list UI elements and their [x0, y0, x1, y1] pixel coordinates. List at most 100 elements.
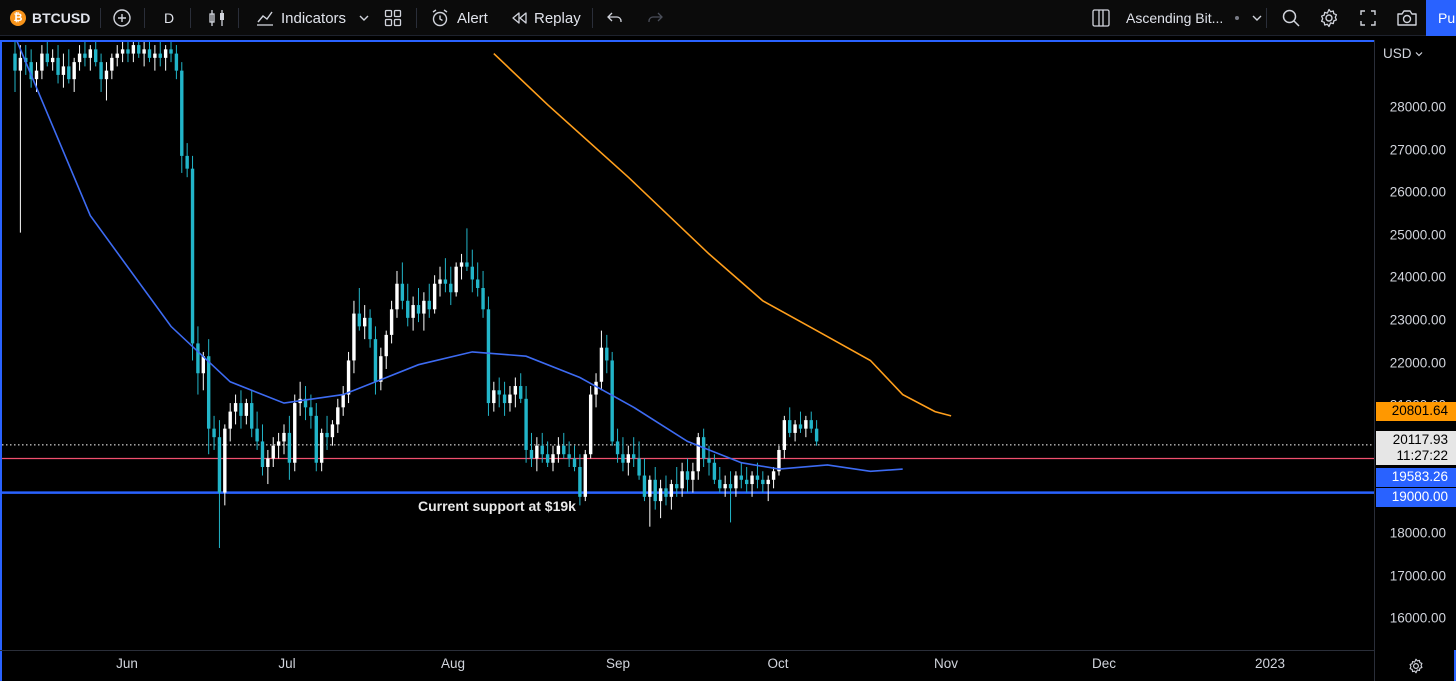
candle-body: [13, 53, 17, 71]
candle: [293, 394, 297, 472]
candle: [755, 462, 760, 489]
undo-icon: [607, 12, 622, 22]
candle-body: [244, 403, 249, 416]
last-price-value: 20117.93: [1392, 432, 1448, 447]
candle-body: [804, 420, 808, 429]
candle-body: [562, 445, 566, 455]
candle-body: [352, 313, 356, 361]
interval-label: D: [164, 10, 175, 26]
candle-body: [325, 432, 329, 438]
candle: [201, 351, 205, 391]
compare-symbol-button[interactable]: [112, 0, 132, 36]
candle-body: [212, 428, 216, 438]
candle-body: [707, 458, 711, 463]
candle: [29, 49, 33, 88]
layout-name[interactable]: Ascending Bit...: [1126, 0, 1263, 36]
ma-slow-price-label: 20801.64: [1376, 402, 1456, 421]
time-axis[interactable]: [0, 650, 1374, 681]
price-chart[interactable]: [2, 42, 1374, 652]
candle: [287, 415, 292, 480]
candle-body: [153, 53, 157, 58]
replay-button[interactable]: Replay: [510, 0, 581, 36]
candle: [766, 475, 770, 502]
symbol-label: BTCUSD: [32, 10, 91, 26]
candle-body: [556, 445, 561, 455]
candle: [282, 424, 286, 455]
candle: [658, 479, 663, 519]
search-button[interactable]: [1281, 0, 1301, 36]
candle-body: [24, 57, 28, 63]
candle: [497, 377, 501, 408]
chart-annotation[interactable]: Current support at $19k: [418, 498, 576, 514]
templates-button[interactable]: [384, 0, 402, 36]
interval-button[interactable]: D: [164, 0, 174, 36]
candle: [169, 42, 173, 63]
candle-body: [814, 428, 819, 442]
candle: [761, 471, 765, 493]
publish-button[interactable]: Pu: [1426, 0, 1456, 36]
candle-body: [287, 432, 292, 463]
candle-body: [309, 407, 313, 416]
candle: [99, 53, 103, 92]
candle: [814, 420, 819, 446]
candle-body: [744, 479, 749, 485]
chart-type-button[interactable]: [208, 0, 226, 36]
candle: [583, 449, 587, 502]
candle-body: [357, 313, 362, 327]
candle: [664, 475, 668, 506]
indicators-button[interactable]: Indicators: [255, 0, 346, 36]
time-tick-label: Jul: [278, 656, 296, 671]
redo-button[interactable]: [646, 0, 664, 36]
alert-button[interactable]: Alert: [430, 0, 488, 36]
candle: [303, 386, 308, 421]
candle: [325, 415, 329, 450]
candle-body: [443, 279, 448, 284]
candle: [572, 445, 577, 472]
candle: [798, 411, 803, 433]
layout-columns-icon: [1092, 9, 1110, 27]
candle-body: [535, 445, 539, 459]
candle-body: [610, 360, 614, 442]
candle-body: [201, 356, 205, 374]
candle-body: [314, 415, 318, 463]
indicators-dropdown[interactable]: [358, 0, 370, 36]
snapshot-button[interactable]: [1396, 0, 1418, 36]
axis-settings-button[interactable]: [1374, 650, 1456, 681]
candle: [465, 228, 469, 271]
candle: [739, 462, 743, 489]
candle-body: [658, 488, 663, 502]
candle-body: [255, 428, 259, 442]
symbol-search[interactable]: ₿ BTCUSD: [10, 0, 90, 36]
candle-body: [61, 66, 66, 75]
candle: [459, 253, 464, 280]
camera-icon: [1397, 10, 1417, 26]
undo-button[interactable]: [606, 0, 624, 36]
fullscreen-button[interactable]: [1359, 0, 1377, 36]
candle: [712, 454, 717, 485]
candle-body: [206, 356, 211, 429]
chart-pane[interactable]: Current support at $19k: [0, 40, 1456, 681]
currency-selector[interactable]: USD: [1383, 46, 1423, 61]
candle-body: [459, 262, 464, 267]
price-axis[interactable]: USD 28000.00 27000.00 26000.00 25000.00 2400…: [1374, 40, 1456, 650]
candle-body: [94, 49, 98, 63]
time-tick-label: Sep: [605, 656, 631, 671]
candle-body: [605, 347, 609, 361]
candle: [696, 432, 700, 480]
candle-body: [88, 49, 93, 58]
candle: [24, 45, 28, 75]
settings-button[interactable]: [1319, 0, 1339, 36]
candle-body: [696, 437, 700, 472]
candle: [621, 437, 625, 472]
candle-body: [551, 454, 555, 463]
candle-body: [771, 471, 776, 480]
candle-body: [615, 441, 620, 455]
candle-body: [250, 403, 254, 429]
bar-countdown: 11:27:22: [1396, 448, 1448, 463]
candle-body: [120, 49, 125, 54]
candle: [120, 42, 125, 63]
layout-button[interactable]: [1091, 0, 1111, 36]
time-tick-label: Aug: [440, 656, 466, 671]
chevron-down-icon: [1415, 51, 1422, 56]
fullscreen-icon: [1360, 10, 1376, 26]
